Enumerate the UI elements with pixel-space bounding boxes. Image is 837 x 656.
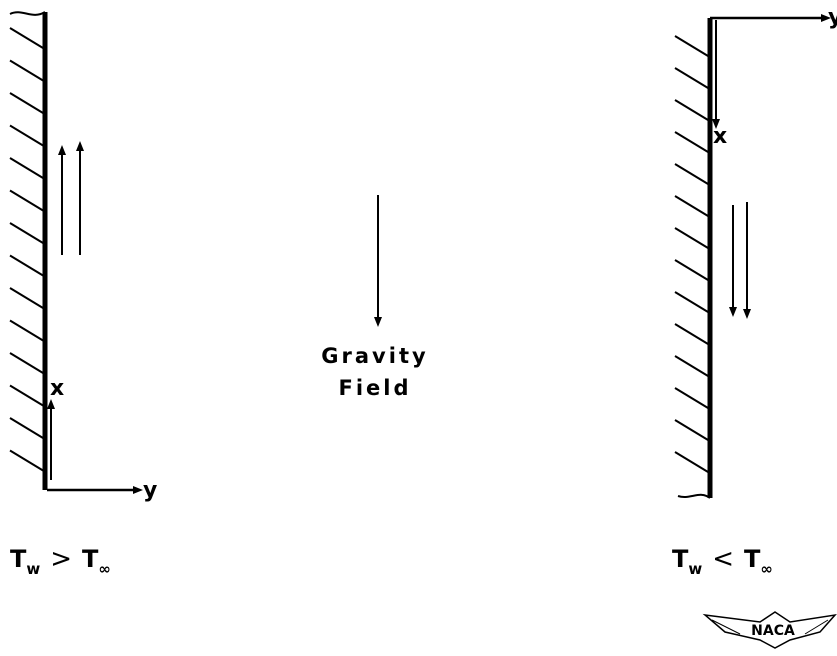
left-plate bbox=[9, 11, 143, 494]
right-cond-inf: ∞ bbox=[760, 560, 773, 578]
hatch-mark bbox=[674, 99, 709, 121]
hatch-mark bbox=[674, 323, 709, 345]
hatch-mark bbox=[9, 417, 44, 439]
right-plate-hatching bbox=[674, 35, 709, 473]
hatch-mark bbox=[9, 222, 44, 244]
right-x-axis-label: x bbox=[713, 124, 728, 149]
hatch-mark bbox=[9, 92, 44, 114]
hatch-mark bbox=[674, 67, 709, 89]
right-cond-t2: T bbox=[744, 545, 761, 573]
hatch-mark bbox=[9, 319, 44, 342]
hatch-mark bbox=[9, 59, 44, 82]
hatch-mark bbox=[9, 124, 44, 147]
left-cond-t: T bbox=[10, 545, 27, 573]
hatch-mark bbox=[674, 35, 709, 57]
gravity-label-line1: Gravity bbox=[321, 344, 429, 368]
hatch-mark bbox=[674, 131, 709, 153]
right-plate bbox=[674, 14, 831, 499]
right-cond-t: T bbox=[672, 545, 689, 573]
right-cond-relation: < bbox=[712, 544, 735, 574]
right-plate-bottom-curl bbox=[677, 493, 711, 499]
hatch-mark bbox=[674, 355, 709, 377]
left-x-axis-label: x bbox=[50, 376, 65, 401]
right-cond-w: w bbox=[688, 560, 703, 578]
hatch-mark bbox=[674, 291, 709, 313]
naca-logo-text: NACA bbox=[751, 623, 795, 639]
hatch-mark bbox=[674, 387, 709, 409]
right-condition-label: Tw < T∞ bbox=[672, 544, 773, 578]
left-plate-top-curl bbox=[9, 11, 46, 16]
hatch-mark bbox=[674, 451, 709, 473]
hatch-mark bbox=[9, 449, 44, 472]
hatch-mark bbox=[9, 384, 44, 407]
hatch-mark bbox=[9, 157, 44, 179]
hatch-mark bbox=[9, 287, 44, 309]
left-y-axis-label: y bbox=[143, 478, 158, 503]
left-condition-label: Tw > T∞ bbox=[10, 544, 111, 578]
hatch-mark bbox=[9, 27, 44, 49]
left-cond-relation: > bbox=[50, 544, 73, 574]
hatch-mark bbox=[674, 195, 709, 217]
hatch-mark bbox=[9, 189, 44, 212]
gravity-field-label: Gravity Field bbox=[310, 340, 440, 404]
hatch-mark bbox=[674, 163, 709, 185]
left-cond-t2: T bbox=[82, 545, 99, 573]
hatch-mark bbox=[9, 254, 44, 277]
left-plate-hatching bbox=[9, 27, 44, 472]
left-cond-inf: ∞ bbox=[98, 560, 111, 578]
hatch-mark bbox=[9, 352, 44, 374]
hatch-mark bbox=[674, 227, 709, 249]
hatch-mark bbox=[674, 419, 709, 441]
gravity-label-line2: Field bbox=[338, 376, 412, 400]
hatch-mark bbox=[674, 259, 709, 281]
left-cond-w: w bbox=[26, 560, 41, 578]
naca-logo: NACA bbox=[702, 611, 837, 649]
right-y-axis-label: y bbox=[828, 5, 837, 30]
